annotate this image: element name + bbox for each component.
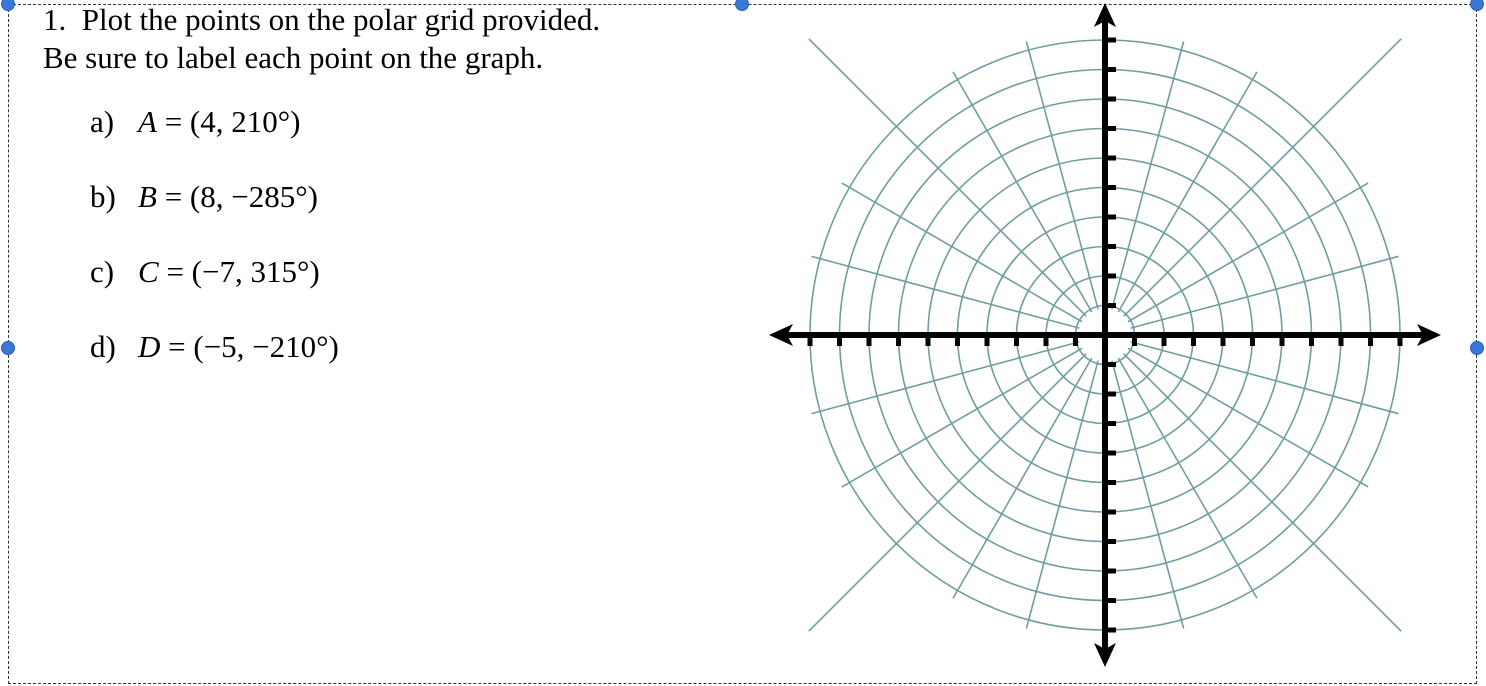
axis-tick xyxy=(1104,391,1116,397)
axis-tick xyxy=(1014,334,1019,346)
point-variable: B xyxy=(138,179,157,214)
polar-spoke xyxy=(1123,38,1402,317)
axis-tick xyxy=(1104,568,1116,574)
polar-spoke xyxy=(1130,255,1399,329)
axis-arrow-up xyxy=(1094,3,1116,27)
polar-spoke xyxy=(811,341,1080,415)
axis-tick xyxy=(896,334,901,346)
axis-tick xyxy=(1104,421,1116,426)
axis-arrow-left xyxy=(769,324,793,346)
problem-instruction-line-2: Be sure to label each point on the graph… xyxy=(43,40,544,75)
axis-tick xyxy=(1104,155,1116,161)
axis-tick xyxy=(1279,334,1285,346)
selection-handle-middle-right[interactable] xyxy=(1470,341,1484,355)
axis-tick xyxy=(1104,37,1116,43)
axis-tick xyxy=(1220,334,1226,346)
axis-arrow-down xyxy=(1094,643,1116,667)
point-item-b: b) B = (8, −285°) xyxy=(90,179,318,215)
polar-spoke xyxy=(1025,41,1099,310)
axis-tick xyxy=(1104,450,1116,456)
axis-tick xyxy=(1104,509,1116,515)
polar-spoke xyxy=(841,347,1083,488)
item-label: c) xyxy=(90,254,115,289)
axis-tick xyxy=(1104,627,1116,633)
axis-tick xyxy=(1132,334,1137,346)
polar-spoke xyxy=(808,38,1087,317)
axis-arrow-right xyxy=(1417,324,1441,346)
point-variable: C xyxy=(138,254,159,289)
point-item-c: c) C = (−7, 315°) xyxy=(90,254,320,290)
axis-tick xyxy=(1104,126,1116,131)
polar-spoke xyxy=(1130,341,1399,415)
axis-tick xyxy=(1104,214,1116,220)
problem-number: 1. xyxy=(43,2,67,37)
selection-handle-top-right[interactable] xyxy=(1470,0,1484,11)
axis-tick xyxy=(1397,334,1403,346)
polar-spoke xyxy=(1117,71,1258,313)
axis-tick xyxy=(1104,598,1116,603)
selection-handle-top-left[interactable] xyxy=(1,0,15,11)
point-variable: D xyxy=(138,329,161,364)
point-coordinates: = (8, −285°) xyxy=(156,179,318,214)
point-item-d: d) D = (−5, −210°) xyxy=(90,329,339,365)
polar-spoke xyxy=(811,255,1080,329)
axis-tick xyxy=(807,334,813,346)
problem-instruction-line-1: 1. Plot the points on the polar grid pro… xyxy=(43,2,600,38)
axis-tick xyxy=(1104,244,1116,249)
axis-tick xyxy=(1073,334,1078,346)
axis-tick xyxy=(984,334,990,346)
axis-tick xyxy=(925,334,931,346)
point-item-a: a) A = (4, 210°) xyxy=(90,104,300,140)
axis-tick xyxy=(1104,96,1116,102)
axis-tick xyxy=(1191,334,1196,346)
polar-spoke xyxy=(1127,182,1369,323)
axis-tick xyxy=(1104,539,1116,544)
axis-tick xyxy=(1250,334,1255,346)
polar-spoke xyxy=(1123,353,1402,632)
polar-spoke xyxy=(952,71,1093,313)
selection-handle-top-middle[interactable] xyxy=(735,0,749,11)
axis-tick xyxy=(1104,362,1116,367)
axis-tick xyxy=(1368,334,1373,346)
axis-tick xyxy=(1104,273,1116,279)
polar-spoke xyxy=(808,353,1087,632)
point-coordinates: = (−5, −210°) xyxy=(160,329,339,364)
polar-spoke xyxy=(1127,347,1369,488)
polar-spoke xyxy=(1111,360,1185,629)
point-variable: A xyxy=(138,104,157,139)
polar-spoke xyxy=(1117,357,1258,599)
polar-axes xyxy=(769,3,1441,667)
point-coordinates: = (4, 210°) xyxy=(156,104,301,139)
axis-tick xyxy=(1309,334,1314,346)
axis-tick xyxy=(1104,303,1116,308)
axis-tick xyxy=(1104,480,1116,485)
axis-tick xyxy=(866,334,872,346)
axis-tick xyxy=(955,334,960,346)
point-coordinates: = (−7, 315°) xyxy=(158,254,320,289)
item-label: d) xyxy=(90,329,116,364)
polar-spoke xyxy=(1025,360,1099,629)
problem-line-1-text: Plot the points on the polar grid provid… xyxy=(81,2,601,37)
selection-handle-middle-left[interactable] xyxy=(1,341,15,355)
polar-spoke xyxy=(1111,41,1185,310)
item-label: b) xyxy=(90,179,116,214)
polar-spoke xyxy=(952,357,1093,599)
axis-tick xyxy=(1338,334,1344,346)
polar-spoke xyxy=(841,182,1083,323)
axis-tick xyxy=(1104,67,1116,72)
item-label: a) xyxy=(90,104,115,139)
axis-tick xyxy=(837,334,842,346)
axis-tick xyxy=(1161,334,1167,346)
polar-grid xyxy=(769,3,1441,667)
axis-tick xyxy=(1043,334,1049,346)
axis-tick xyxy=(1104,185,1116,190)
